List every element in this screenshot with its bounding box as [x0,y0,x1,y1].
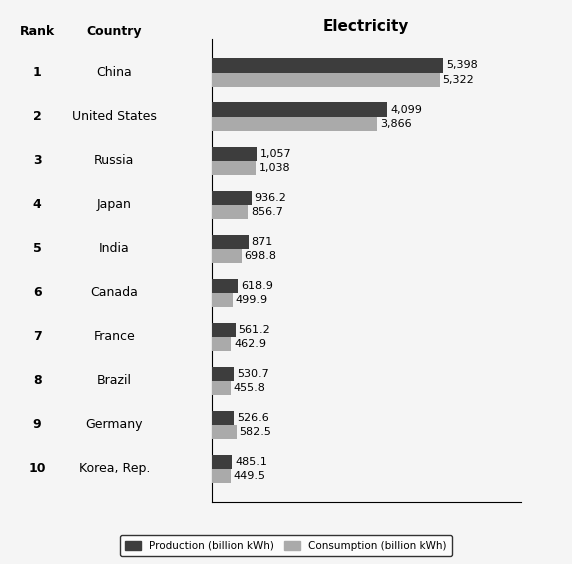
Bar [212,161,256,175]
Text: 2: 2 [33,110,42,123]
Text: 1,038: 1,038 [259,162,291,173]
Text: 8: 8 [33,374,42,387]
Text: Canada: Canada [90,287,138,299]
Text: 5: 5 [33,242,42,255]
Text: Japan: Japan [97,198,132,211]
Text: Brazil: Brazil [97,374,132,387]
Text: 4,099: 4,099 [390,104,422,114]
Text: 582.5: 582.5 [239,427,271,437]
Text: 698.8: 698.8 [244,251,276,261]
Text: 936.2: 936.2 [255,192,286,202]
Text: 561.2: 561.2 [239,325,270,335]
Text: 871: 871 [252,237,273,246]
Text: Rank: Rank [19,24,55,38]
Text: 10: 10 [29,462,46,475]
Bar [212,425,237,439]
Text: 530.7: 530.7 [237,369,269,379]
Text: 455.8: 455.8 [234,383,265,393]
Text: Country: Country [86,24,142,38]
Bar [212,205,248,219]
Text: 618.9: 618.9 [241,281,273,290]
Bar [212,469,231,483]
Text: 5,322: 5,322 [443,74,474,85]
Text: 1,057: 1,057 [260,148,291,158]
Bar [212,235,249,249]
Text: 3: 3 [33,154,42,167]
Text: 7: 7 [33,331,42,343]
Bar [212,73,440,87]
Text: China: China [97,66,132,79]
Text: Russia: Russia [94,154,134,167]
Text: 9: 9 [33,418,42,431]
Bar [212,59,443,73]
Text: 462.9: 462.9 [234,339,266,349]
Bar [212,411,234,425]
Bar [212,367,235,381]
Text: 5,398: 5,398 [446,60,478,70]
Text: 526.6: 526.6 [237,413,269,423]
Bar [212,381,231,395]
Bar [212,191,252,205]
Bar [212,279,238,293]
Bar [212,147,257,161]
Text: 499.9: 499.9 [236,295,268,305]
Bar [212,323,236,337]
Text: France: France [94,331,135,343]
Text: Germany: Germany [86,418,143,431]
Bar [212,293,233,307]
Text: Korea, Rep.: Korea, Rep. [79,462,150,475]
Text: 4: 4 [33,198,42,211]
Bar [212,103,387,117]
Bar [212,249,241,263]
Title: Electricity: Electricity [323,19,410,34]
Text: United States: United States [72,110,157,123]
Text: India: India [99,242,130,255]
Text: 1: 1 [33,66,42,79]
Legend: Production (billion kWh), Consumption (billion kWh): Production (billion kWh), Consumption (b… [120,535,452,556]
Text: 449.5: 449.5 [233,471,265,481]
Text: 3,866: 3,866 [380,118,412,129]
Bar [212,455,232,469]
Text: 485.1: 485.1 [235,457,267,467]
Text: 856.7: 856.7 [251,206,283,217]
Bar [212,117,378,131]
Text: 6: 6 [33,287,42,299]
Bar [212,337,232,351]
